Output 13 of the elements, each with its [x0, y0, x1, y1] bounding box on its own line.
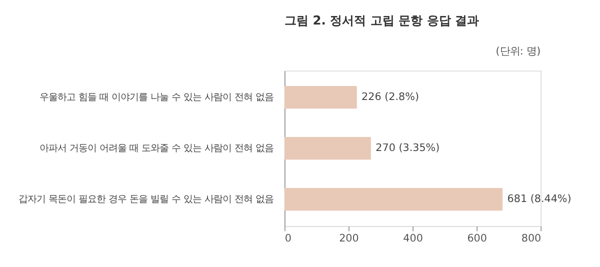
data-label: 270 (3.35%) [376, 142, 440, 154]
x-tick-label: 0 [284, 232, 292, 245]
chart-title: 그림 2. 정서적 고립 문항 응답 결과 [284, 13, 480, 28]
data-label: 226 (2.8%) [362, 91, 420, 104]
x-tick-label: 400 [403, 232, 423, 245]
text: (단위: 명) [496, 46, 541, 58]
x-tick-label: 200 [339, 232, 359, 245]
x-tick-label: 600 [467, 232, 487, 245]
y-tick-label: 갑자기 목돈이 필요한 경우 돈을 빌릴 수 있는 사람이 전혀 없음 [18, 194, 274, 206]
x-tick-label: 800 [521, 232, 542, 245]
y-tick-label: 아파서 거동이 어려울 때 도와줄 수 있는 사람이 전혀 없음 [40, 143, 274, 154]
data-label: 681 (8.44%) [507, 193, 572, 206]
y-tick-label: 우울하고 힘들 때 이야기를 나눌 수 있는 사람이 전혀 없음 [40, 92, 274, 104]
